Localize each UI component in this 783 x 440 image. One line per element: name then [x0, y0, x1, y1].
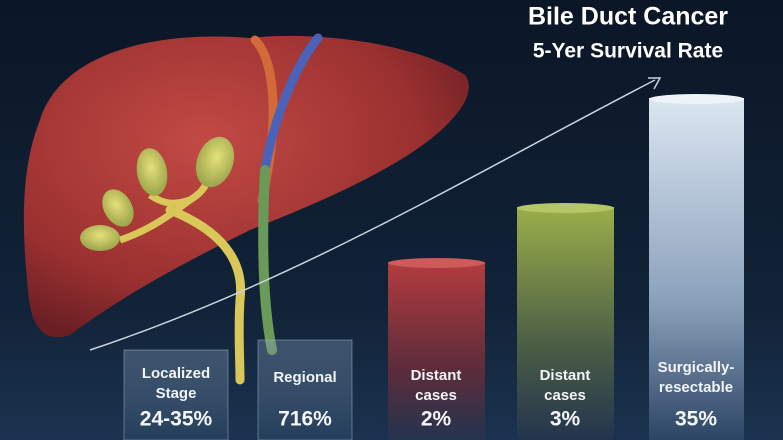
- column-label: Distant: [540, 367, 591, 384]
- column-label: Surgically-: [658, 359, 735, 376]
- column-bar: [517, 207, 614, 440]
- column-bar: [649, 98, 744, 440]
- column-top: [517, 203, 614, 213]
- column-glass: [123, 349, 229, 440]
- column-label: Localized: [142, 365, 210, 382]
- column-label: Regional: [273, 369, 336, 386]
- column-3: Distant cases 2%: [388, 258, 485, 440]
- column-top: [649, 94, 744, 104]
- arrow-head: [648, 77, 662, 90]
- subtitle: 5-Yer Survival Rate: [533, 40, 723, 63]
- column-glass: [257, 339, 353, 440]
- column-value: 716%: [278, 408, 332, 431]
- column-2: Regional 716%: [257, 339, 353, 440]
- column-label: Stage: [156, 385, 197, 402]
- trend-arrow: [89, 79, 656, 351]
- column-label: cases: [544, 387, 586, 404]
- column-value: 24-35%: [140, 408, 213, 431]
- column-label: Distant: [411, 367, 462, 384]
- column-value: 2%: [421, 408, 452, 431]
- column-4: Distant cases 3%: [517, 203, 614, 440]
- liver-illustration: [23, 33, 469, 385]
- column-value: 3%: [550, 408, 581, 431]
- column-label: cases: [415, 387, 457, 404]
- title: Bile Duct Cancer: [528, 3, 728, 31]
- column-5: Surgically- resectable 35%: [649, 94, 744, 440]
- column-1: Localized Stage 24-35%: [123, 349, 229, 440]
- column-top: [388, 258, 485, 268]
- column-label: resectable: [659, 379, 733, 396]
- column-bar: [388, 262, 485, 440]
- column-value: 35%: [675, 408, 717, 431]
